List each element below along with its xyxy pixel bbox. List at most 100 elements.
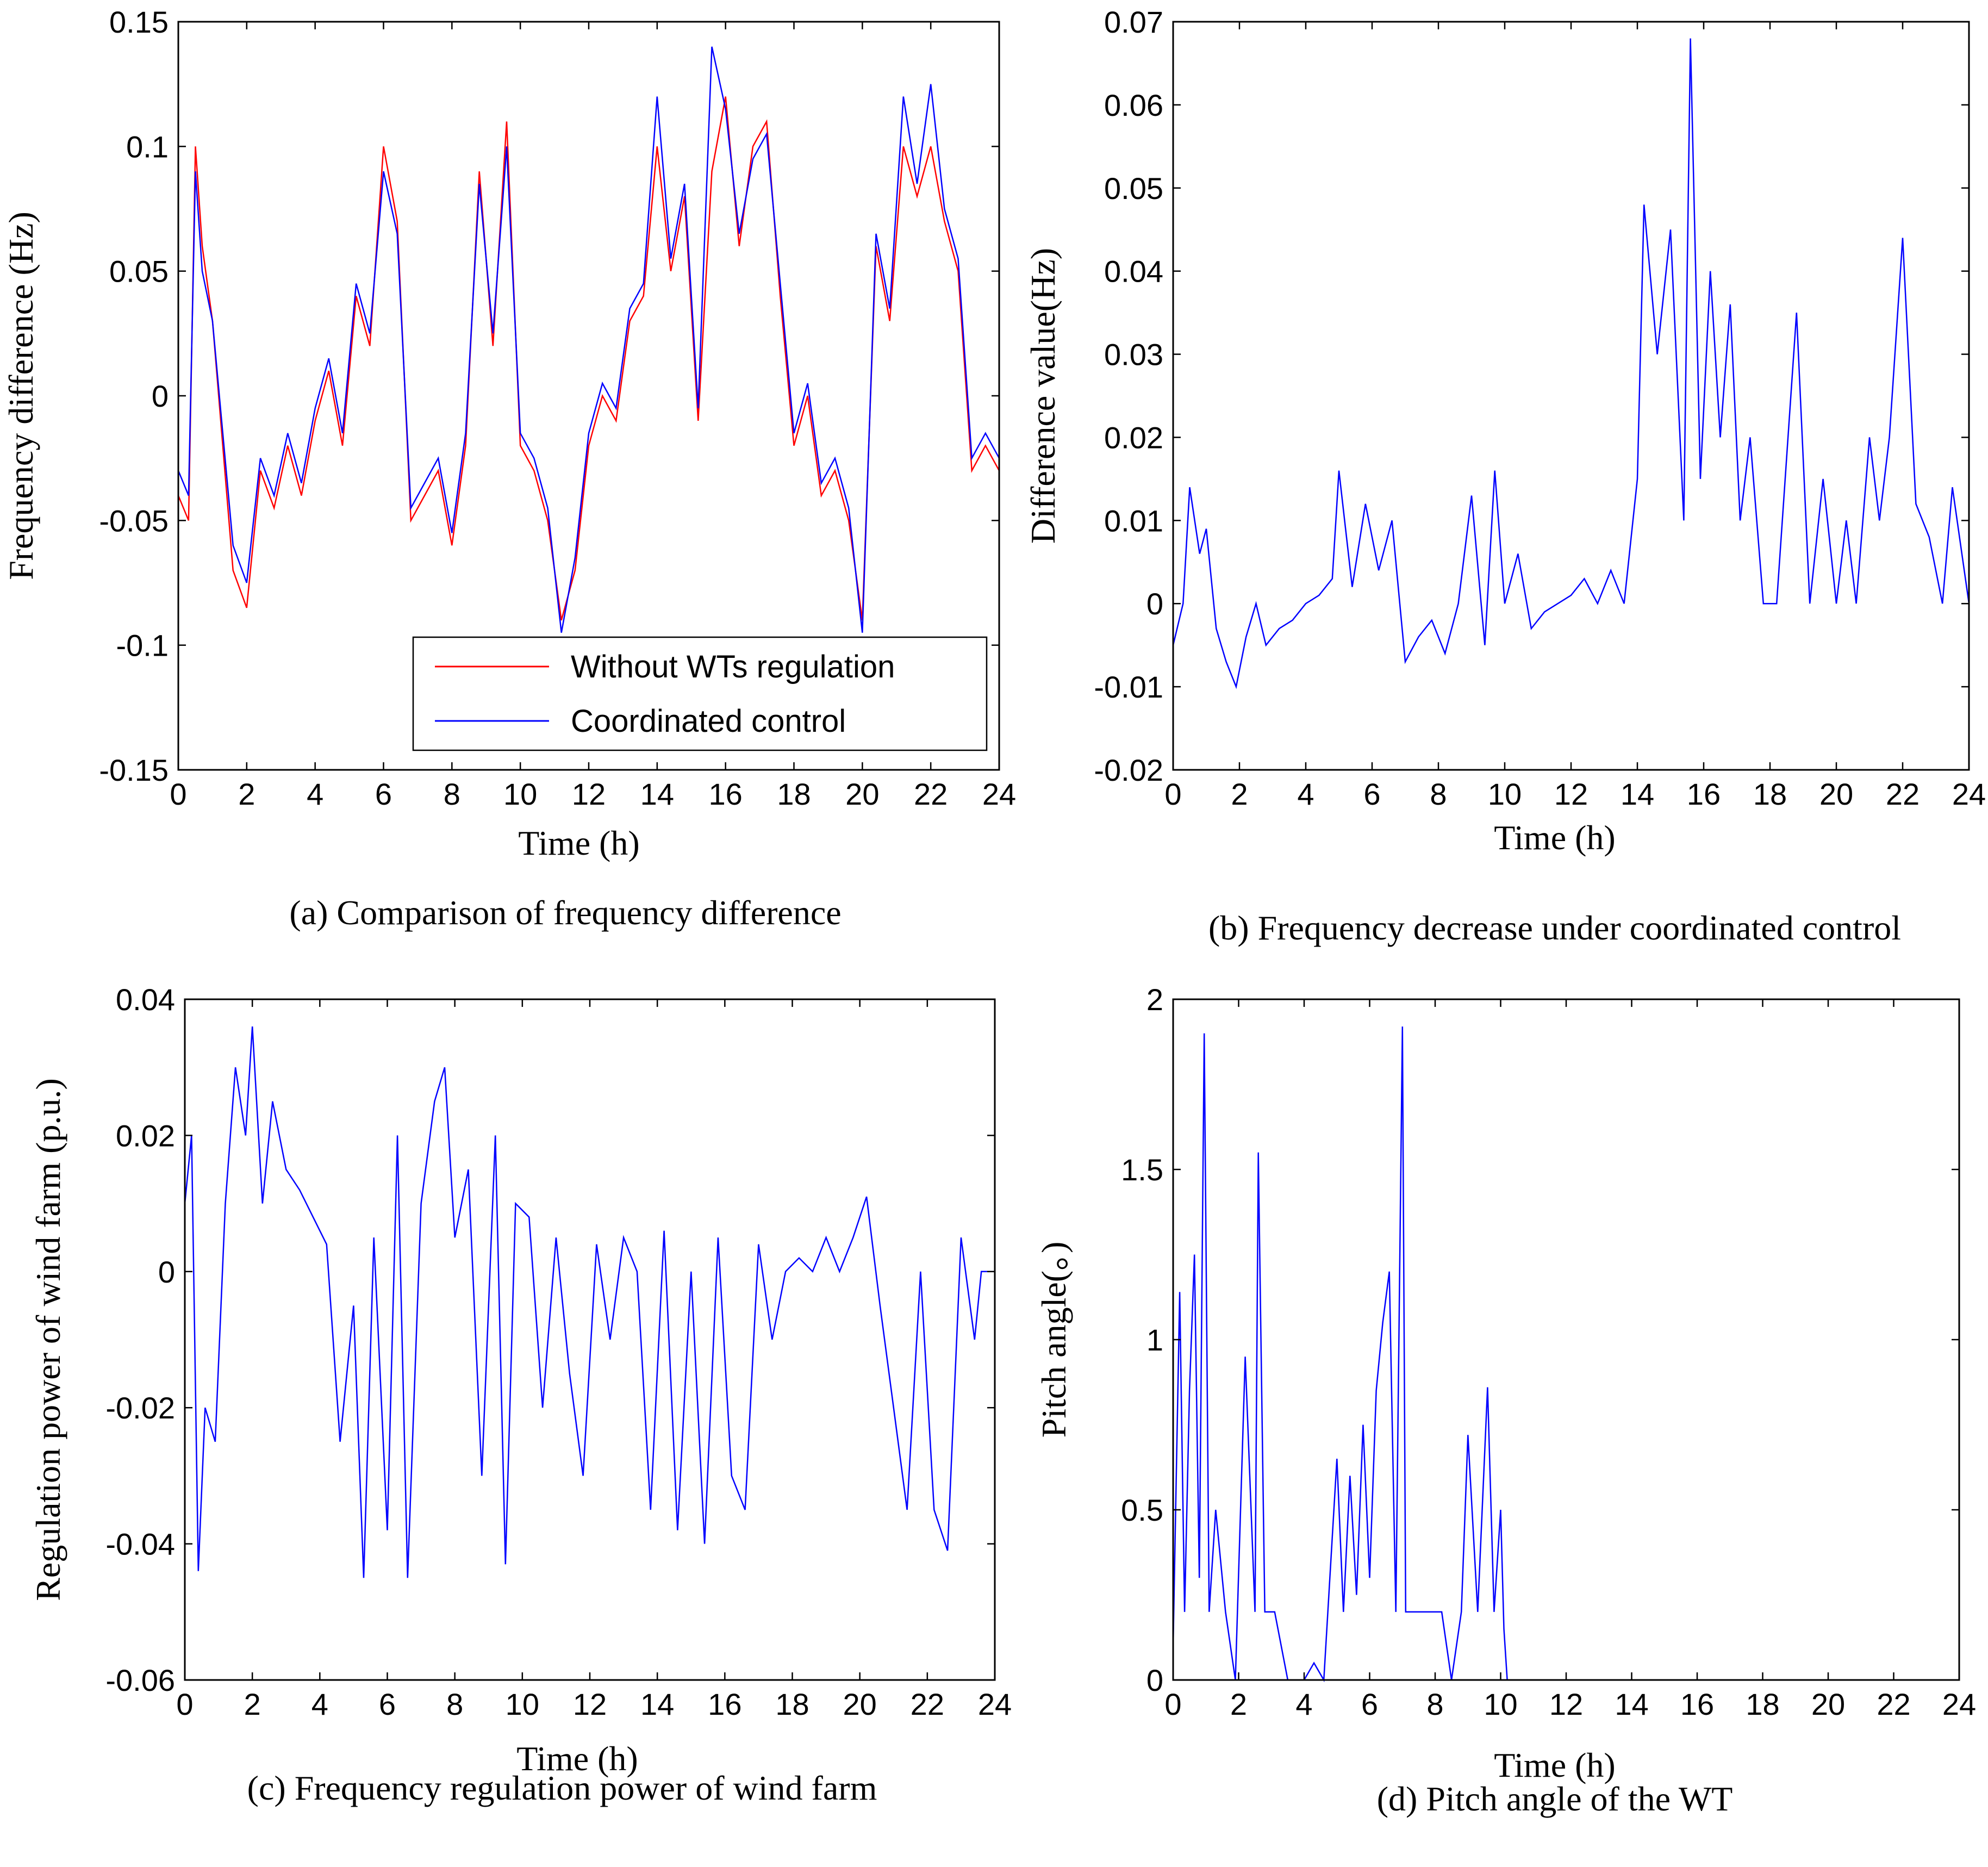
panel-b-xlabel: Time (h)	[1494, 818, 1615, 857]
panel-a-xtick-label: 14	[640, 777, 674, 811]
panel-b-xtick-label: 18	[1753, 777, 1787, 811]
panel-b-xtick-label: 14	[1621, 777, 1654, 811]
panel-c-ylabel: Regulation power of wind farm (p.u.)	[29, 1078, 67, 1601]
panel-d-xlabel: Time (h)	[1494, 1746, 1615, 1784]
panel-b-series-1	[1172, 38, 1970, 689]
panel-c-xtick-label: 20	[843, 1687, 877, 1721]
panel-b-ytick-label: -0.02	[1094, 753, 1163, 787]
panel-d-series-1	[1172, 1026, 1959, 1683]
panel-c-ytick-label: 0.02	[116, 1118, 175, 1153]
panel-a-xtick-label: 6	[375, 777, 392, 811]
panel-d-caption: (d) Pitch angle of the WT	[1377, 1779, 1733, 1818]
panel-a-xtick-label: 4	[307, 777, 323, 811]
panel-d-xtick-label: 0	[1164, 1687, 1181, 1721]
panel-c-ytick-label: -0.04	[105, 1527, 175, 1561]
panel-c-xtick-label: 10	[506, 1687, 539, 1721]
panel-d-xtick-label: 18	[1746, 1687, 1779, 1721]
panel-b-xtick-label: 0	[1164, 777, 1181, 811]
panel-a-xtick-label: 16	[709, 777, 743, 811]
panel-d-xtick-label: 20	[1811, 1687, 1845, 1721]
panel-d-ytick-label: 1.5	[1121, 1153, 1163, 1187]
panel-d-xtick-label: 2	[1230, 1687, 1247, 1721]
panel-b-xtick-label: 2	[1231, 777, 1248, 811]
panel-b-xtick-label: 12	[1554, 777, 1588, 811]
panel-d-xtick-label: 14	[1615, 1687, 1648, 1721]
panel-a-xtick-label: 18	[777, 777, 811, 811]
panel-c-caption: (c) Frequency regulation power of wind f…	[247, 1769, 877, 1807]
panel-b-xtick-label: 10	[1488, 777, 1522, 811]
panel-b-ytick-label: 0.02	[1104, 420, 1163, 455]
panel-c-ytick-label: 0	[158, 1255, 175, 1289]
panel-c-xtick-label: 0	[176, 1687, 193, 1721]
panel-a-ylabel: Frequency difference (Hz)	[2, 211, 40, 580]
panel-c-xtick-label: 16	[708, 1687, 741, 1721]
panel-c: 0 2 4 6 8 10 12 14 16 18 20 22 24-0.06-0.04-0.0200.0…	[29, 982, 1012, 1807]
panel-c-series-1	[184, 1026, 995, 1578]
panel-b-xtick-label: 16	[1687, 777, 1721, 811]
panel-c-xtick-label: 8	[446, 1687, 463, 1721]
panel-c-xtick-label: 2	[244, 1687, 261, 1721]
panel-d-xtick-label: 24	[1942, 1687, 1976, 1721]
panel-b-xtick-label: 4	[1297, 777, 1314, 811]
panel-a-xlabel: Time (h)	[518, 824, 639, 862]
panel-c-xtick-label: 12	[573, 1687, 607, 1721]
panel-b-xtick-label: 22	[1886, 777, 1920, 811]
panel-d-axes-box	[1172, 998, 1960, 1681]
panel-c-xtick-label: 6	[379, 1687, 396, 1721]
panel-a-legend-label-2: Coordinated control	[571, 704, 846, 739]
panel-a-xtick-label: 8	[444, 777, 460, 811]
panel-d-xtick-label: 4	[1295, 1687, 1312, 1721]
panel-d-xtick-label: 10	[1484, 1687, 1517, 1721]
panel-c-ytick-label: 0.04	[116, 982, 175, 1017]
panel-b-xtick-label: 24	[1952, 777, 1986, 811]
panel-b-xtick-label: 6	[1363, 777, 1380, 811]
panel-a-caption: (a) Comparison of frequency difference	[289, 893, 841, 932]
panel-b-ytick-label: 0.03	[1104, 338, 1163, 372]
panel-c-axes-box	[184, 998, 996, 1681]
panel-b-ytick-label: 0.05	[1104, 171, 1163, 206]
panel-b-ytick-label: 0.04	[1104, 254, 1163, 289]
panel-a-ytick-label: 0.15	[109, 5, 169, 39]
panel-d-ytick-label: 0.5	[1121, 1493, 1163, 1527]
panel-a-ytick-label: -0.15	[99, 753, 169, 787]
panel-d-ytick-label: 1	[1146, 1323, 1163, 1357]
panel-b-ytick-label: 0.01	[1104, 503, 1163, 538]
panel-a-xtick-label: 10	[503, 777, 537, 811]
panel-a-xtick-label: 12	[572, 777, 606, 811]
panel-b-axes-box	[1172, 21, 1970, 771]
panel-a-ytick-label: 0.05	[109, 254, 169, 289]
panel-a-legend-label-1: Without WTs regulation	[571, 649, 895, 684]
panel-d-xtick-label: 6	[1361, 1687, 1378, 1721]
panel-a-xtick-label: 22	[914, 777, 948, 811]
panel-d-xtick-label: 22	[1877, 1687, 1910, 1721]
panel-a-ytick-label: -0.1	[116, 628, 169, 663]
panel-d-ytick-label: 0	[1146, 1663, 1163, 1697]
panel-a-legend-box	[412, 636, 988, 751]
panel-a-xtick-label: 24	[982, 777, 1016, 811]
panel-d-xtick-label: 8	[1426, 1687, 1443, 1721]
panel-a-ytick-label: 0	[152, 379, 169, 413]
panel-a-xtick-label: 2	[238, 777, 255, 811]
panel-c-xtick-label: 14	[640, 1687, 674, 1721]
panel-d-ylabel: Pitch angle(。)	[1034, 1242, 1073, 1438]
panel-c-xlabel: Time (h)	[516, 1739, 638, 1778]
panel-c-xtick-label: 18	[775, 1687, 809, 1721]
panel-c-xtick-label: 4	[311, 1687, 328, 1721]
panel-b-ytick-label: 0	[1146, 587, 1163, 621]
panel-b-caption: (b) Frequency decrease under coordinated…	[1208, 908, 1901, 947]
panel-b: 0 2 4 6 8 10 12 14 16 18 20 22 24-0.02-0.0100.010.02…	[1024, 5, 1986, 947]
panel-c-xtick-label: 22	[911, 1687, 944, 1721]
panel-b-ytick-label: -0.01	[1094, 670, 1163, 704]
panel-d-xtick-label: 16	[1680, 1687, 1714, 1721]
panel-b-xtick-label: 20	[1819, 777, 1853, 811]
panel-d-ytick-label: 2	[1146, 982, 1163, 1017]
panel-d-xtick-label: 12	[1549, 1687, 1583, 1721]
panel-a-xtick-label: 0	[170, 777, 186, 811]
panel-a-ytick-label: -0.05	[99, 503, 169, 538]
panel-b-ylabel: Difference value(Hz)	[1024, 248, 1062, 544]
panel-a: 0 2 4 6 8 10 12 14 16 18 20 22 24-0.15-0.1-0.0500.05…	[2, 5, 1016, 932]
panel-a-ytick-label: 0.1	[126, 129, 169, 164]
panel-a-series-1	[177, 96, 1000, 621]
